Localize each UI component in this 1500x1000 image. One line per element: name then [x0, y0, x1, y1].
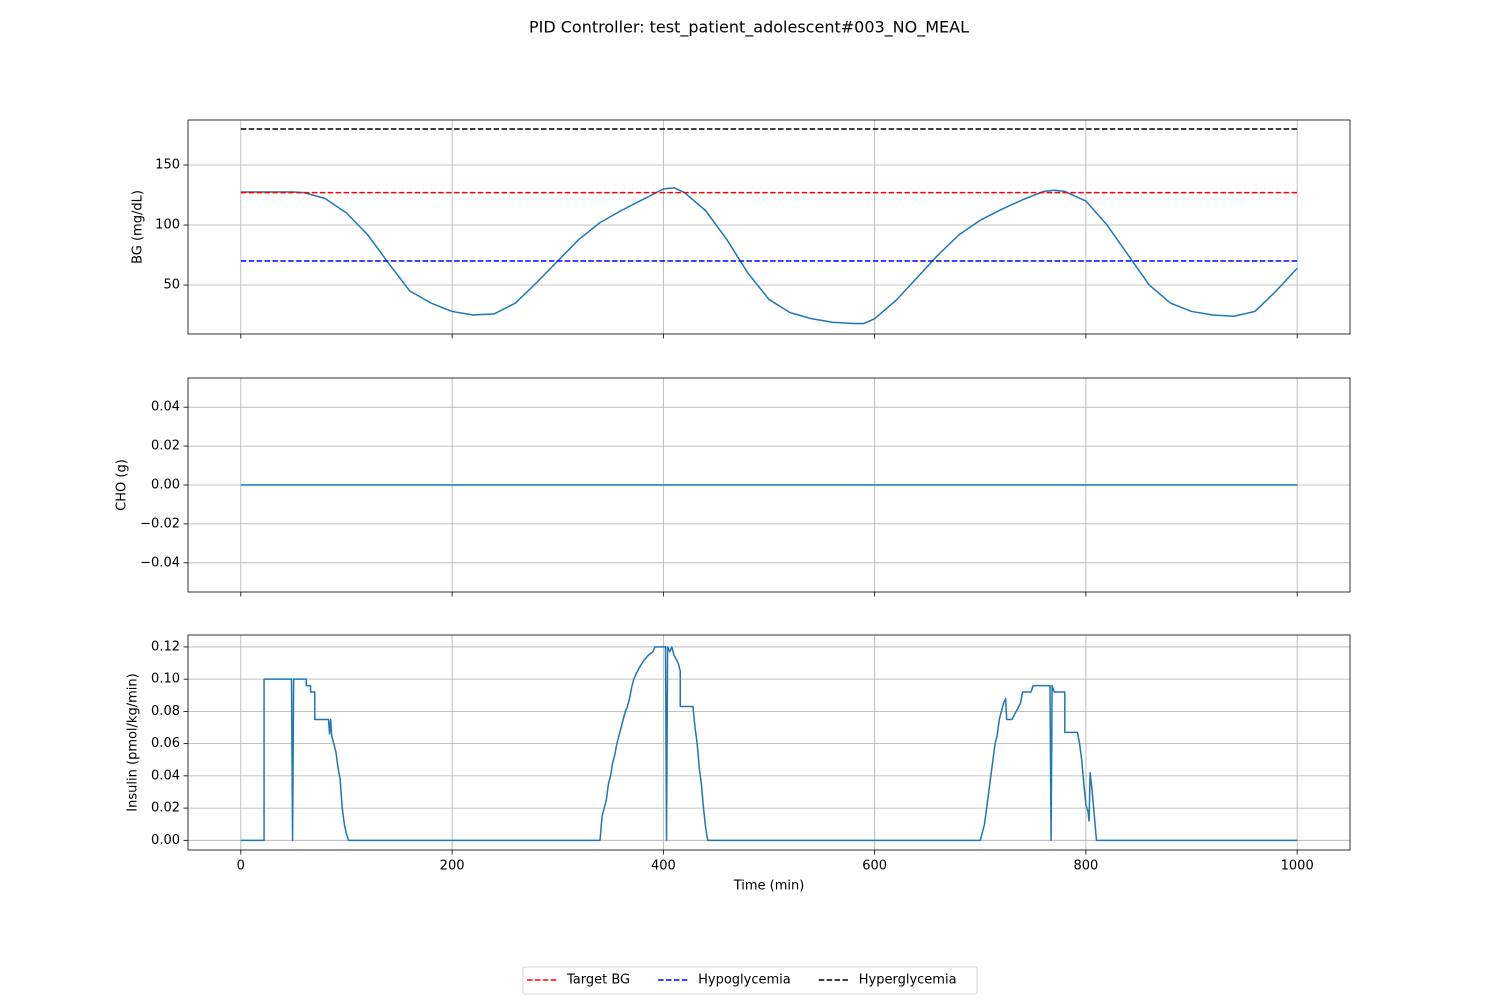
- x-tick-label: 1000: [1281, 859, 1314, 874]
- figure-title: PID Controller: test_patient_adolescent#…: [529, 18, 969, 38]
- x-tick-label: 200: [440, 859, 465, 874]
- y-tick-label: 0.02: [151, 439, 180, 454]
- legend-label: Hypoglycemia: [698, 973, 791, 988]
- axes-frame: [187, 634, 1351, 851]
- y-tick-label: 0.06: [151, 736, 180, 751]
- x-tick-label: 0: [237, 859, 245, 874]
- y-tick-label: −0.02: [140, 516, 180, 531]
- axes-frame: [187, 119, 1351, 335]
- y-tick-label: −0.04: [140, 555, 180, 570]
- y-tick-label: 0.10: [151, 672, 180, 687]
- series-line: [240, 187, 1298, 325]
- y-tick-label: 0.04: [151, 768, 180, 783]
- x-tick-label: 400: [651, 859, 676, 874]
- series-line: [240, 646, 1298, 842]
- axes-frame: [187, 377, 1351, 593]
- y-tick-label: 0.02: [151, 801, 180, 816]
- x-tick-label: 800: [1073, 859, 1098, 874]
- y-axis-label: CHO (g): [115, 459, 130, 511]
- y-axis-label: BG (mg/dL): [131, 190, 146, 264]
- y-tick-label: 0.04: [151, 400, 180, 415]
- y-tick-label: 150: [155, 158, 180, 173]
- x-tick-label: 600: [862, 859, 887, 874]
- legend-label: Hyperglycemia: [859, 973, 957, 988]
- x-axis-label: Time (min): [733, 879, 805, 894]
- legend-label: Target BG: [566, 973, 630, 988]
- y-tick-label: 0.08: [151, 704, 180, 719]
- y-tick-label: 50: [163, 278, 180, 293]
- y-tick-label: 0.00: [151, 478, 180, 493]
- y-tick-label: 0.12: [151, 639, 180, 654]
- y-axis-label: Insulin (pmol/kg/min): [126, 673, 141, 811]
- legend-box: [522, 966, 978, 995]
- y-tick-label: 0.00: [151, 833, 180, 848]
- y-tick-label: 100: [155, 218, 180, 233]
